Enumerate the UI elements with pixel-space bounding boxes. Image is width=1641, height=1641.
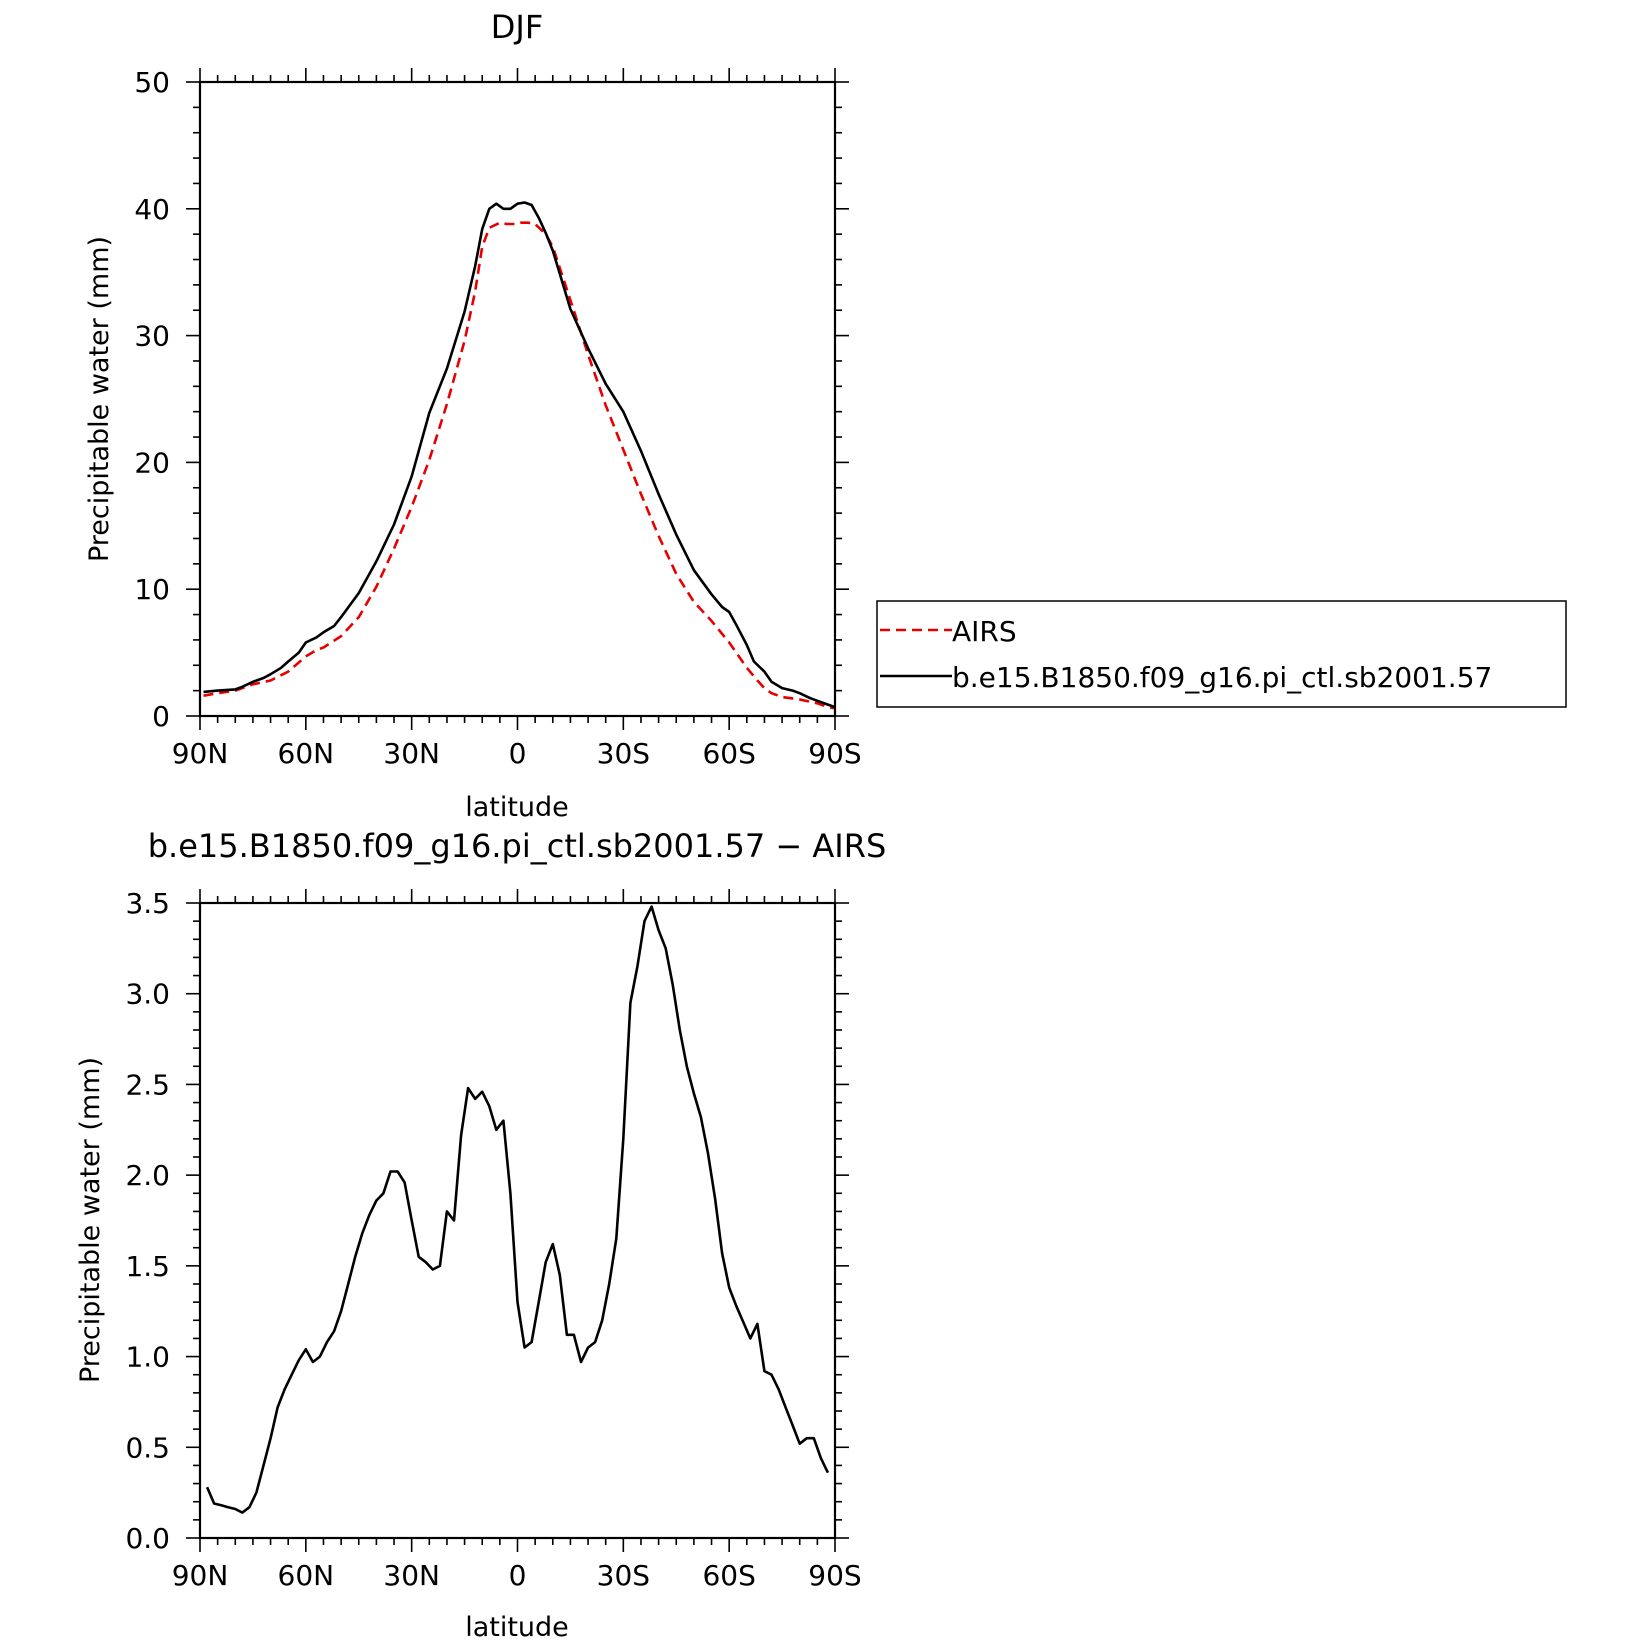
legend: AIRS b.e15.B1850.f09_g16.pi_ctl.sb2001.5… — [876, 600, 1567, 708]
x-tick-label: 30S — [597, 737, 650, 770]
x-tick-label: 60N — [278, 737, 335, 770]
series-group — [203, 201, 836, 710]
x-tick-label: 30S — [597, 1559, 650, 1592]
legend-label-airs: AIRS — [952, 615, 1017, 648]
x-tick-label: 0 — [509, 737, 527, 770]
y-tick-label: 0.0 — [125, 1522, 170, 1555]
x-axis-label: latitude — [465, 792, 569, 823]
x-tick-label: 90S — [808, 737, 861, 770]
tick-group: 90N 60N 30N 0 30S 60S 90S 0.0 0.5 1.0 1.5 2.0 2.5 3.0… — [125, 887, 861, 1592]
series-line-model — [203, 201, 836, 709]
y-axis-label: Precipitable water (mm) — [84, 236, 115, 562]
y-tick-label: 10 — [134, 573, 170, 606]
legend-box — [876, 600, 1567, 708]
series-line-model — [205, 905, 830, 1514]
tick-group: 90N 60N 30N 0 30S 60S 90S 0 10 20 30 40 50 — [134, 66, 861, 770]
y-tick-label: 0 — [152, 700, 170, 733]
x-tick-label: 30N — [383, 1559, 440, 1592]
y-tick-label: 50 — [134, 66, 170, 99]
bottom-panel: b.e15.B1850.f09_g16.pi_ctl.sb2001.57 − A… — [75, 827, 886, 1641]
y-tick-label: 40 — [134, 193, 170, 226]
y-tick-label: 30 — [134, 320, 170, 353]
x-tick-label: 60S — [702, 737, 755, 770]
x-tick-label: 90N — [172, 737, 229, 770]
plot-frame — [198, 901, 837, 1540]
y-tick-label: 0.5 — [125, 1431, 170, 1464]
y-tick-label: 20 — [134, 446, 170, 479]
x-tick-label: 60N — [278, 1559, 335, 1592]
y-tick-label: 3.5 — [125, 887, 170, 920]
x-tick-label: 90N — [172, 1559, 229, 1592]
chart-title: DJF — [491, 8, 543, 46]
series-group — [205, 905, 830, 1514]
y-tick-label: 2.0 — [125, 1159, 170, 1192]
plot-frame — [198, 80, 837, 718]
y-tick-label: 2.5 — [125, 1068, 170, 1101]
y-tick-label: 3.0 — [125, 978, 170, 1011]
y-tick-label: 1.0 — [125, 1341, 170, 1374]
y-tick-label: 1.5 — [125, 1250, 170, 1283]
legend-label-model: b.e15.B1850.f09_g16.pi_ctl.sb2001.57 — [952, 661, 1492, 694]
x-tick-label: 0 — [509, 1559, 527, 1592]
x-tick-label: 60S — [702, 1559, 755, 1592]
series-line-airs — [203, 221, 836, 710]
chart-title: b.e15.B1850.f09_g16.pi_ctl.sb2001.57 − A… — [148, 827, 887, 865]
y-axis-label: Precipitable water (mm) — [75, 1057, 106, 1383]
x-tick-label: 90S — [808, 1559, 861, 1592]
x-axis-label: latitude — [465, 1612, 569, 1641]
x-tick-label: 30N — [383, 737, 440, 770]
top-panel: DJF 90N 60N 30N 0 30S 60S 90S 0 10 20 30 40 50 latit… — [84, 8, 1567, 823]
